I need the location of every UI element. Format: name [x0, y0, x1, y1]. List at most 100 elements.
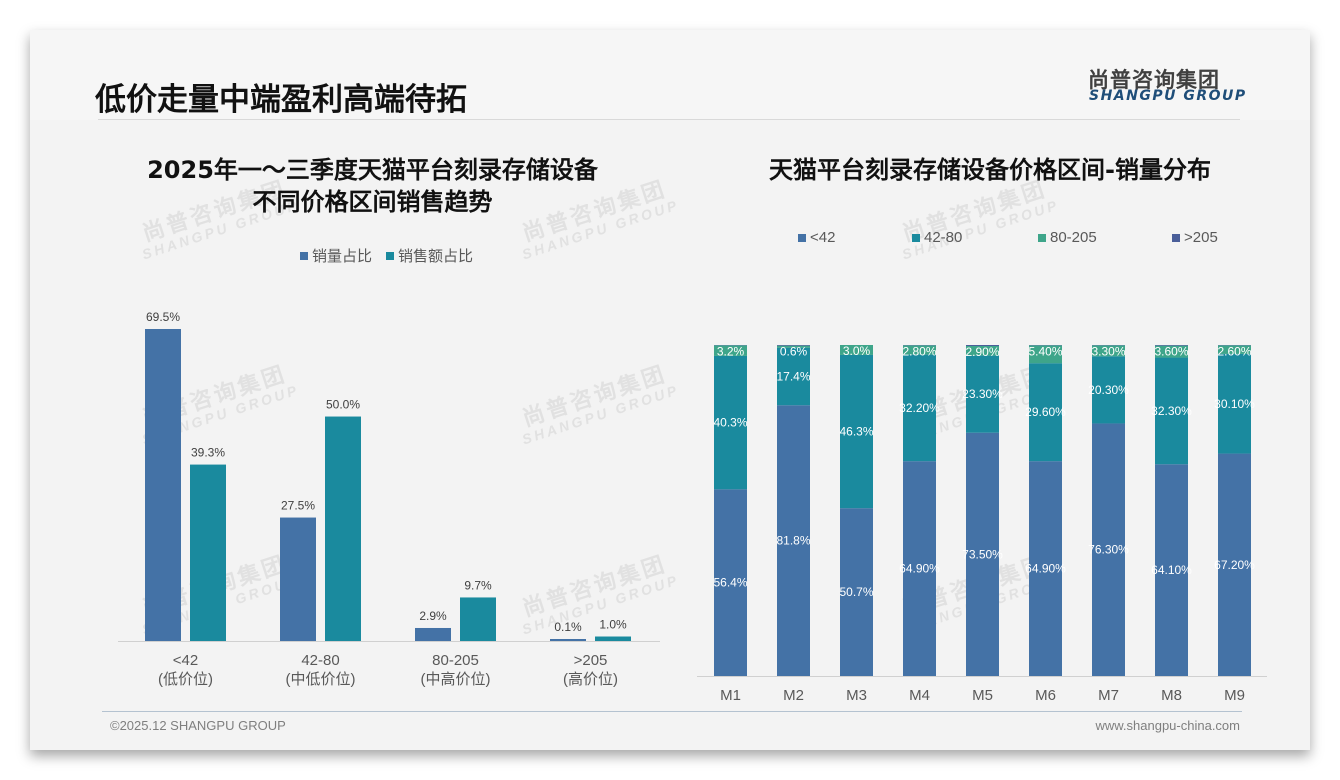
stacked-segment [1029, 345, 1062, 364]
segment-label: 64.90% [1025, 562, 1066, 576]
bar [460, 597, 496, 641]
month-label: M5 [972, 687, 993, 704]
bar [280, 517, 316, 641]
data-label: 39.3% [191, 446, 225, 460]
stacked-segment [966, 345, 999, 346]
data-label: 0.1% [554, 620, 582, 634]
category-label: 80-205 [432, 652, 479, 669]
stacked-segment [714, 345, 747, 356]
segment-label: 29.60% [1025, 405, 1066, 419]
segment-label: 2.90% [965, 345, 999, 359]
right-chart-legend: <42 42-80 80-205 >205 [798, 229, 1232, 246]
legend-item-gt205: >205 [1172, 229, 1218, 246]
data-label: 9.7% [464, 578, 492, 592]
legend-label: <42 [810, 229, 836, 246]
segment-label: 46.3% [839, 425, 873, 439]
bar [145, 329, 181, 641]
segment-label: 81.8% [776, 534, 810, 548]
segment-label: 32.30% [1151, 404, 1192, 418]
legend-swatch-blue-icon [300, 251, 308, 260]
left-chart-title-line1: 2025年一～三季度天猫平台刻录存储设备 [147, 156, 598, 184]
legend-item-80-205: 80-205 [1038, 229, 1158, 246]
footer-divider [102, 711, 1242, 712]
category-sublabel: (中高价位) [421, 671, 491, 688]
stacked-segment [1092, 423, 1125, 676]
data-label: 50.0% [326, 398, 360, 412]
left-bar-chart: 69.5% 39.3% <42 (低价位) 27.5% 50.0% 42-80 (中低价位) 2… [118, 310, 660, 688]
segment-label: 3.60% [1154, 345, 1188, 359]
bar [550, 639, 586, 641]
bar [595, 636, 631, 641]
stacked-segment [903, 345, 936, 355]
legend-swatch-blue-icon [798, 233, 806, 242]
month-label: M6 [1035, 687, 1056, 704]
stacked-segment [840, 508, 873, 676]
stacked-segment [714, 489, 747, 676]
segment-label: 64.10% [1151, 563, 1192, 577]
data-label: 27.5% [281, 499, 315, 513]
data-label: 69.5% [146, 310, 180, 324]
stacked-segment [1218, 353, 1251, 454]
footer-copyright: ©2025.12 SHANGPU GROUP [110, 718, 286, 733]
logo-english: SHANGPU GROUP [1089, 88, 1247, 104]
category-label: 42-80 [301, 652, 339, 669]
legend-item-42-80: 42-80 [912, 229, 1024, 246]
category-label: <42 [173, 652, 198, 669]
legend-swatch-navy-icon [1172, 233, 1180, 242]
left-chart-title-line2: 不同价格区间销售趋势 [252, 188, 493, 216]
stacked-segment [1092, 356, 1125, 424]
segment-label: 40.3% [713, 416, 747, 430]
page-title: 低价走量中端盈利高端待拓 [95, 82, 467, 118]
stacked-segment [777, 347, 810, 406]
legend-swatch-teal-icon [386, 251, 395, 260]
data-label: 2.9% [419, 609, 447, 623]
segment-label: 3.2% [717, 344, 745, 358]
segment-label: 0.6% [780, 345, 808, 359]
legend-item-lt42: <42 [798, 229, 898, 246]
stacked-segment [903, 461, 936, 676]
legend-item-revenue: 销售额占比 [386, 245, 473, 266]
legend-swatch-teal-icon [912, 233, 920, 242]
category-sublabel: (中低价位) [286, 671, 356, 688]
month-label: M3 [846, 687, 867, 704]
stacked-segment [840, 354, 873, 509]
segment-label: 73.50% [962, 547, 1003, 561]
right-chart-title: 天猫平台刻录存储设备价格区间-销量分布 [769, 156, 1211, 184]
stacked-segment [1155, 345, 1188, 346]
segment-label: 50.7% [839, 585, 873, 599]
segment-label: 17.4% [776, 369, 810, 383]
stacked-segment [1218, 453, 1251, 676]
segment-label: 5.40% [1028, 344, 1062, 358]
month-label: M2 [783, 687, 804, 704]
month-label: M4 [909, 687, 930, 704]
stacked-segment [903, 354, 936, 462]
category-sublabel: (高价位) [563, 671, 618, 688]
bar [415, 627, 451, 641]
segment-label: 32.20% [899, 401, 940, 415]
segment-label: 2.60% [1217, 344, 1251, 358]
legend-swatch-green-icon [1038, 233, 1046, 242]
segment-label: 56.4% [713, 576, 747, 590]
stacked-segment [1155, 345, 1188, 358]
legend-label: 销量占比 [312, 248, 373, 265]
stacked-segment [714, 355, 747, 490]
segment-label: 2.80% [902, 344, 936, 358]
stacked-segment [777, 345, 810, 348]
logo-chinese: 尚普咨询集团 [1088, 68, 1220, 92]
stacked-segment [966, 432, 999, 676]
category-sublabel: (低价位) [158, 671, 213, 688]
bar [325, 416, 361, 641]
legend-label: 80-205 [1050, 229, 1097, 246]
segment-label: 23.30% [962, 387, 1003, 401]
segment-label: 3.30% [1091, 344, 1125, 358]
title-divider [98, 119, 1240, 120]
segment-label: 64.90% [899, 562, 940, 576]
stacked-segment [777, 345, 810, 346]
category-label: >205 [574, 652, 608, 669]
month-label: M7 [1098, 687, 1119, 704]
footer-website[interactable]: www.shangpu-china.com [1095, 718, 1240, 733]
segment-label: 67.20% [1214, 558, 1255, 572]
stacked-segment [1218, 345, 1251, 354]
month-label: M8 [1161, 687, 1182, 704]
